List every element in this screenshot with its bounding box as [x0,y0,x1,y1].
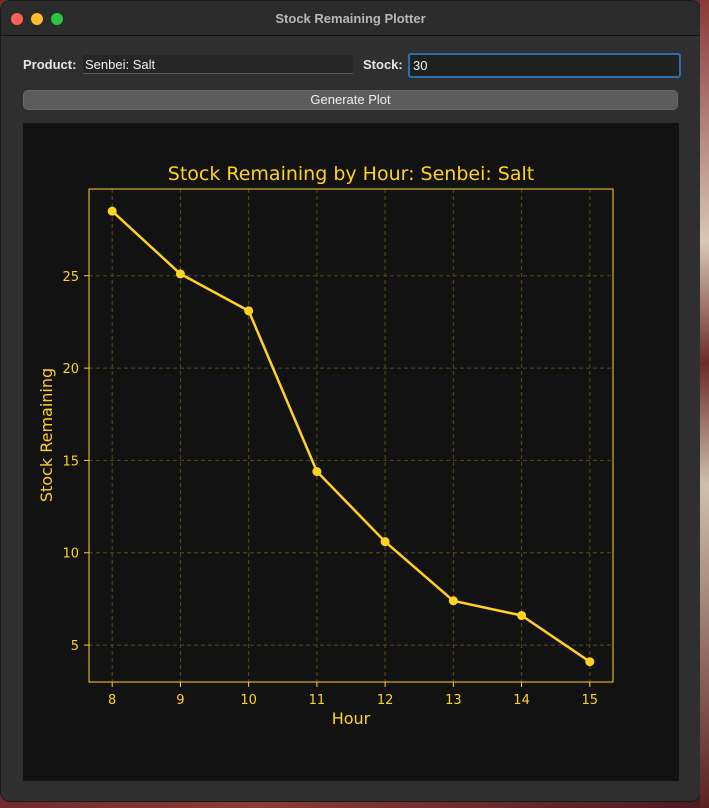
x-tick-label: 8 [108,693,116,708]
y-tick-label: 25 [62,270,79,285]
product-input[interactable] [83,55,353,74]
x-tick-label: 11 [309,693,326,708]
x-tick-label: 9 [176,693,184,708]
minimize-window-button[interactable] [31,13,43,25]
data-point [517,611,527,621]
data-point [448,596,458,606]
product-label: Product: [23,57,77,72]
data-points [107,206,595,667]
data-point [585,657,595,667]
y-tick-label: 10 [62,547,79,562]
data-point [107,206,117,216]
x-tick-label: 14 [513,693,530,708]
plot-canvas: 8 9 10 11 12 13 14 15 5 10 15 20 25 Stock Remaining … [23,123,679,781]
stock-label: Stock: [363,57,403,72]
window-title: Stock Remaining Plotter [275,11,426,26]
y-tick-label: 15 [62,454,79,469]
series-line [111,210,591,663]
data-point [312,467,322,477]
background-window-edge [700,0,709,808]
title-bar[interactable]: Stock Remaining Plotter [1,1,700,36]
y-tick-label: 5 [71,639,79,654]
x-tick-label: 13 [445,693,462,708]
y-axis-label: Stock Remaining [37,368,56,502]
data-point [380,537,390,547]
x-tick-label: 12 [377,693,394,708]
stock-input[interactable] [408,53,681,78]
stock-chart: 8 9 10 11 12 13 14 15 5 10 15 20 25 Stock Remaining … [23,123,679,781]
axis-ticks: 8 9 10 11 12 13 14 15 5 10 15 20 25 [62,270,598,708]
axes-frame [88,188,614,683]
x-axis-label: Hour [332,709,371,728]
data-point [244,306,254,316]
main-content: Product: Stock: Generate Plot 8 9 10 11 12 13… [1,36,700,801]
y-tick-label: 20 [62,362,79,377]
data-point [175,269,185,279]
maximize-window-button[interactable] [51,13,63,25]
grid-lines [89,189,613,682]
close-window-button[interactable] [11,13,23,25]
x-tick-label: 10 [240,693,257,708]
chart-title: Stock Remaining by Hour: Senbei: Salt [168,163,534,185]
generate-plot-button[interactable]: Generate Plot [23,90,678,110]
x-tick-label: 15 [582,693,599,708]
chart-background [23,123,679,781]
